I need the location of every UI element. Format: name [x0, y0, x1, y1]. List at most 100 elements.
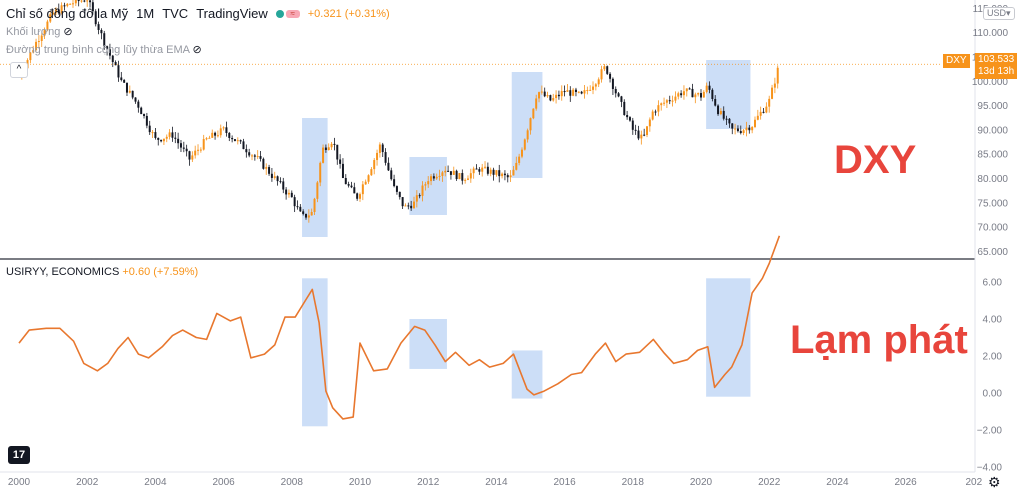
inflation-tick-label: 0.00	[983, 389, 1003, 400]
dxy-candle-body	[89, 0, 92, 3]
inflation-tick-label: −4.00	[977, 463, 1003, 474]
dxy-candle-body	[268, 167, 271, 174]
dxy-candle-body	[290, 192, 293, 198]
dxy-candle-body	[643, 134, 646, 136]
dxy-candle-body	[677, 93, 680, 97]
dxy-candle-body	[688, 88, 691, 90]
last-price-label: 103.533	[978, 54, 1015, 65]
dxy-candle-body	[97, 24, 100, 30]
dxy-candle-body	[296, 206, 299, 208]
dxy-candle-body	[714, 98, 717, 106]
source-label: TradingView	[196, 6, 268, 21]
dxy-candle-body	[461, 173, 464, 181]
dxy-candle-body	[540, 91, 543, 93]
dxy-candle-body	[316, 182, 319, 199]
dxy-candle-body	[728, 118, 731, 124]
dxy-tick-label: 75.000	[977, 198, 1008, 209]
dxy-candle-body	[390, 170, 393, 180]
dxy-candle-body	[503, 173, 506, 176]
tradingview-logo[interactable]: 17	[8, 446, 30, 464]
price-tag-symbol: DXY	[943, 54, 970, 68]
dxy-candle-body	[245, 149, 248, 153]
dxy-candle-body	[214, 132, 217, 136]
dxy-candle-body	[449, 171, 452, 175]
dxy-candle-body	[387, 162, 390, 171]
dxy-candle-body	[495, 170, 498, 175]
dxy-tick-label: 65.000	[977, 247, 1008, 258]
currency-selector[interactable]: USD▾	[983, 7, 1015, 20]
dxy-candle-body	[702, 91, 705, 98]
dxy-candle-body	[637, 130, 640, 139]
dxy-candle-body	[140, 107, 143, 115]
dxy-candle-body	[66, 3, 69, 6]
dxy-candle-body	[594, 84, 597, 87]
dxy-candle-body	[336, 144, 339, 160]
dxy-candle-body	[120, 77, 123, 81]
eye-off-icon[interactable]: ⊘	[63, 26, 73, 38]
dxy-candle-body	[327, 147, 330, 151]
indicator-ema-label: Đường trung bình cộng lũy thừa EMA	[6, 44, 190, 56]
dxy-candle-body	[111, 55, 114, 63]
dxy-candle-body	[435, 176, 438, 179]
data-delay-icon[interactable]: ≈	[285, 9, 300, 18]
gear-icon[interactable]: ⚙	[988, 474, 1001, 490]
symbol-title[interactable]: Chỉ số đồng đô la Mỹ	[6, 6, 129, 21]
dxy-candle-body	[182, 147, 185, 149]
dxy-candle-body	[108, 49, 111, 56]
status-dots: ≈	[275, 9, 300, 18]
indicator-ema-row[interactable]: Đường trung bình cộng lũy thừa EMA ⊘	[6, 43, 202, 56]
dxy-candle-body	[773, 83, 776, 88]
time-axis[interactable]: 2000 2002 2004 2006 2008 2010 2012 2014 2016 2018…	[8, 477, 983, 488]
dxy-candle-body	[469, 173, 472, 179]
time-tick-label: 2016	[553, 477, 576, 488]
dxy-candle-body	[302, 211, 305, 214]
dxy-candle-body	[273, 176, 276, 178]
inflation-axis[interactable]: −4.00 −2.00 0.00 2.00 4.00 6.00	[977, 278, 1003, 474]
dxy-candle-body	[546, 95, 549, 97]
dxy-candle-body	[60, 5, 63, 14]
inflation-title[interactable]: USIRYY, ECONOMICS	[6, 266, 120, 278]
dxy-candle-body	[427, 181, 430, 185]
dxy-candle-body	[486, 166, 489, 174]
dxy-candle-body	[736, 128, 739, 132]
indicator-volume-row[interactable]: Khối lượng ⊘	[6, 25, 73, 38]
dxy-price-axis[interactable]: 65.000 70.000 75.000 80.000 85.000 90.000 95.0…	[972, 4, 1009, 258]
dxy-candle-body	[310, 211, 313, 216]
dxy-candle-body	[52, 12, 55, 15]
dxy-candle-body	[35, 41, 38, 51]
dxy-candle-body	[762, 111, 765, 113]
dxy-candle-body	[412, 201, 415, 209]
dxy-candle-body	[640, 134, 643, 139]
inflation-tick-label: 6.00	[983, 278, 1003, 289]
dxy-candle-body	[54, 9, 57, 13]
eye-off-icon[interactable]: ⊘	[192, 44, 202, 56]
dxy-candle-body	[532, 108, 535, 119]
dxy-candle-body	[225, 127, 228, 133]
interval-label[interactable]: 1M	[136, 6, 155, 21]
chart-header: Chỉ số đồng đô la Mỹ 1M TVC TradingView …	[6, 6, 390, 21]
dxy-candle-body	[367, 175, 370, 182]
bar-countdown-label: 13d 13h	[978, 66, 1015, 77]
dxy-candle-body	[577, 91, 580, 93]
dxy-candle-body	[91, 2, 94, 12]
dxy-candle-body	[611, 78, 614, 89]
dxy-candle-body	[734, 128, 737, 130]
time-tick-label: 2018	[622, 477, 645, 488]
dxy-candle-body	[174, 137, 177, 139]
dxy-candle-body	[432, 176, 435, 179]
dxy-candle-body	[589, 89, 592, 91]
dxy-candle-body	[165, 136, 168, 139]
dxy-candle-body	[253, 155, 256, 157]
dxy-candle-body	[134, 97, 137, 102]
inflation-pane-clip	[0, 0, 975, 258]
dxy-candle-body	[239, 140, 242, 142]
price-change: +0.321 (+0.31%)	[307, 7, 390, 20]
dxy-candle-body	[623, 101, 626, 116]
dxy-candle-body	[103, 33, 106, 47]
dxy-candle-body	[651, 111, 654, 120]
dxy-candle-body	[753, 119, 756, 127]
dxy-candle-body	[592, 86, 595, 90]
dxy-tick-label: 110.000	[973, 28, 1009, 39]
chevron-up-icon[interactable]: ^	[10, 62, 28, 78]
